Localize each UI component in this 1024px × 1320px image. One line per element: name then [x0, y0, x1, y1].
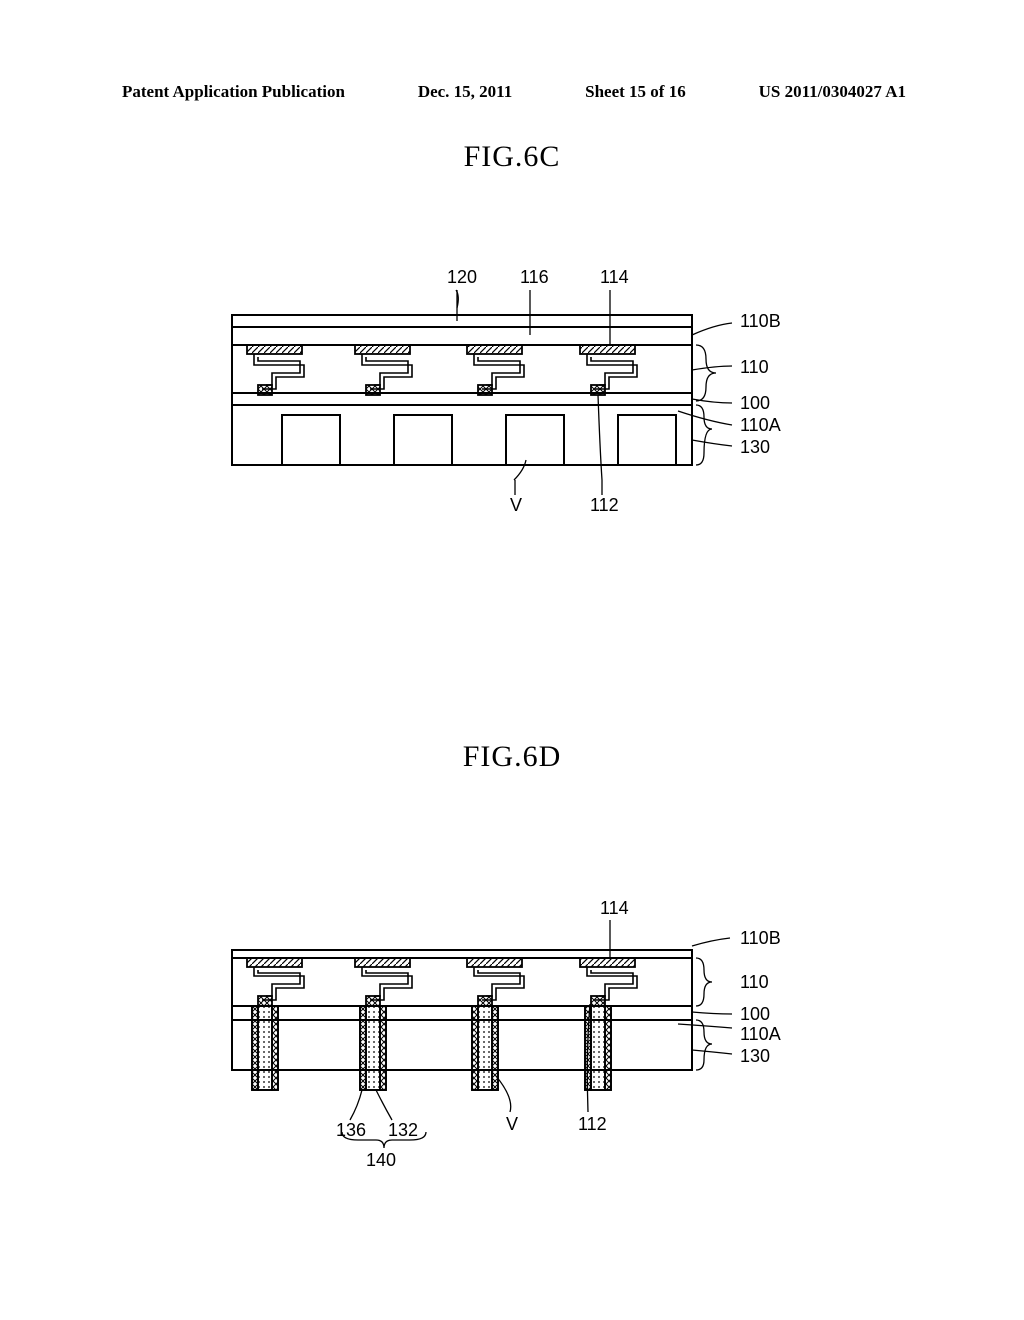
fig6c-title: FIG.6C	[0, 140, 1024, 174]
header-pubtype: Patent Application Publication	[122, 82, 345, 102]
fig6d-title: FIG.6D	[0, 740, 1024, 774]
label-6d-v: V	[506, 1114, 518, 1135]
label-6d-130: 130	[740, 1046, 770, 1067]
label-6c-100: 100	[740, 393, 770, 414]
label-6d-132: 132	[388, 1120, 418, 1141]
label-6c-114: 114	[600, 267, 629, 288]
page-header: Patent Application Publication Dec. 15, …	[0, 82, 1024, 102]
label-6c-110: 110	[740, 357, 769, 378]
label-6d-136: 136	[336, 1120, 366, 1141]
label-6c-110b: 110B	[740, 311, 781, 332]
label-6c-112: 112	[590, 495, 619, 516]
label-6c-110a: 110A	[740, 415, 781, 436]
label-6d-110a: 110A	[740, 1024, 781, 1045]
label-6c-116: 116	[520, 267, 549, 288]
label-6c-120: 120	[447, 267, 477, 288]
label-6d-112: 112	[578, 1114, 607, 1135]
label-6d-140: 140	[366, 1150, 396, 1171]
fig6c-diagram: 120 116 114 110B 110 100 110A 130 V 112	[192, 245, 832, 525]
label-6c-v: V	[510, 495, 522, 516]
label-6c-130: 130	[740, 437, 770, 458]
header-sheet: Sheet 15 of 16	[585, 82, 686, 102]
fig6d-diagram: 114 110B 110 100 110A 130 136 132 140 V …	[192, 880, 832, 1200]
label-6d-100: 100	[740, 1004, 770, 1025]
label-6d-114: 114	[600, 898, 629, 919]
header-date: Dec. 15, 2011	[418, 82, 512, 102]
label-6d-110: 110	[740, 972, 769, 993]
header-pubnum: US 2011/0304027 A1	[759, 82, 906, 102]
label-6d-110b: 110B	[740, 928, 781, 949]
